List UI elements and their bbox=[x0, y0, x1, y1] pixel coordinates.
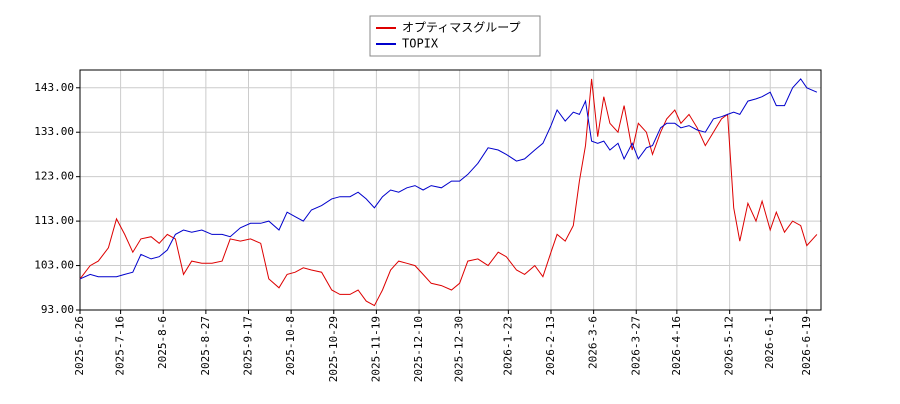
legend-box bbox=[369, 15, 541, 57]
series-line bbox=[79, 78, 818, 280]
x-tick-label: 2025-8-27 bbox=[199, 316, 212, 376]
x-tick-label: 2025-7-16 bbox=[114, 316, 127, 376]
x-tick-label: 2025-10-29 bbox=[327, 316, 340, 382]
x-tick-label: 2026-3-6 bbox=[587, 316, 600, 369]
x-tick-label: 2026-4-16 bbox=[670, 316, 683, 376]
series-line bbox=[79, 78, 818, 307]
x-tick-label: 2025-9-17 bbox=[242, 316, 255, 376]
legend-label: TOPIX bbox=[402, 37, 439, 51]
x-tick-label: 2026-5-12 bbox=[723, 316, 736, 376]
plot-frame bbox=[79, 69, 822, 311]
x-tick-label: 2025-6-26 bbox=[73, 316, 86, 376]
legend-label: オプティマスグループ bbox=[402, 21, 521, 35]
x-tick-label: 2026-3-27 bbox=[629, 316, 642, 376]
y-tick-label: 143.00 bbox=[34, 81, 74, 94]
x-tick-label: 2025-12-10 bbox=[412, 316, 425, 382]
y-tick-label: 113.00 bbox=[34, 214, 74, 227]
legend: オプティマスグループ TOPIX bbox=[369, 15, 541, 57]
y-tick-label: 123.00 bbox=[34, 170, 74, 183]
x-tick-label: 2025-12-30 bbox=[453, 316, 466, 382]
x-tick-label: 2026-6-19 bbox=[800, 316, 813, 376]
x-tick-label: 2026-6-1 bbox=[763, 316, 776, 369]
y-tick-label: 133.00 bbox=[34, 125, 74, 138]
y-tick-label: 103.00 bbox=[34, 259, 74, 272]
x-tick-label: 2025-11-19 bbox=[369, 316, 382, 382]
x-tick-label: 2025-10-8 bbox=[284, 316, 297, 376]
y-tick-label: 93.00 bbox=[41, 303, 74, 316]
x-tick-label: 2025-8-6 bbox=[156, 316, 169, 369]
x-tick-label: 2026-1-23 bbox=[501, 316, 514, 376]
x-tick-label: 2026-2-13 bbox=[544, 316, 557, 376]
